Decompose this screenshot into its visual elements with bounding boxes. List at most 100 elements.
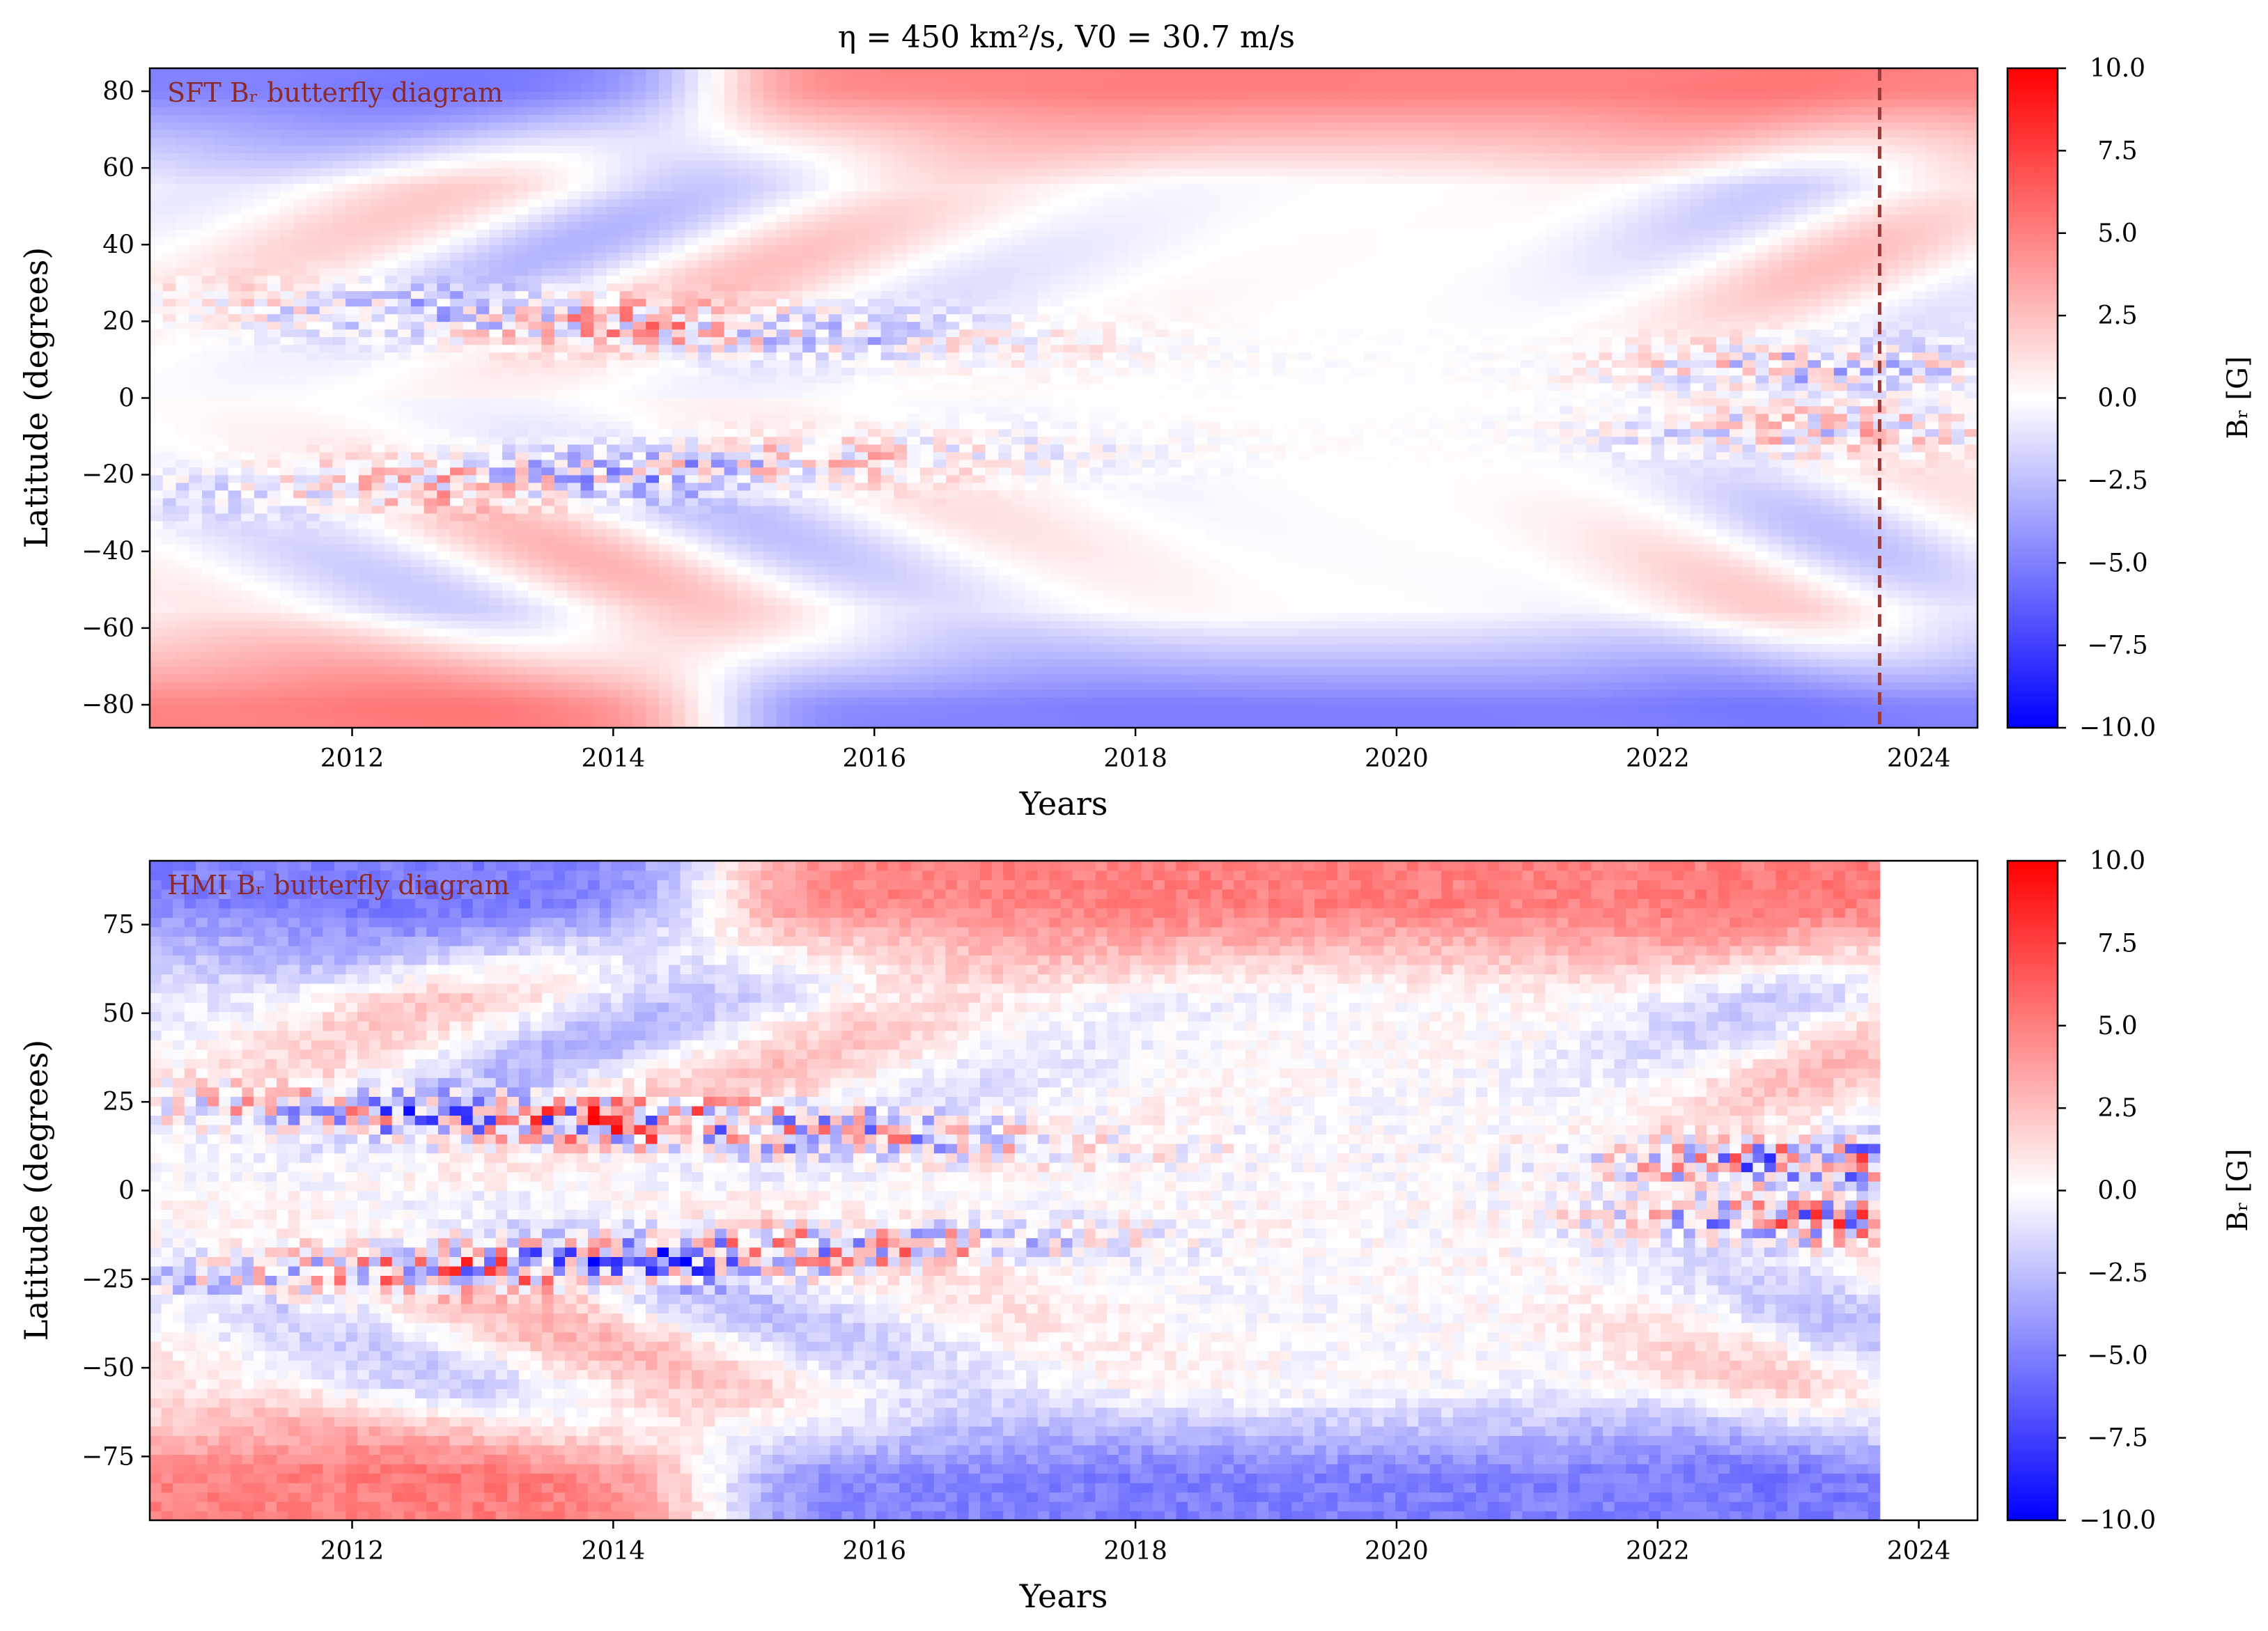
heatmap-cell: [529, 290, 543, 299]
heatmap-cell: [633, 490, 647, 499]
heatmap-cell: [802, 175, 816, 184]
heatmap-cell: [502, 643, 516, 652]
heatmap-cell: [711, 643, 725, 652]
heatmap-cell: [737, 283, 751, 291]
heatmap-cell: [894, 84, 908, 92]
heatmap-cell: [541, 567, 555, 575]
heatmap-cell: [280, 160, 294, 169]
heatmap-cell: [306, 490, 320, 499]
heatmap-cell: [372, 598, 386, 606]
heatmap-cell: [554, 336, 568, 345]
heatmap-cell: [489, 621, 503, 629]
heatmap-cell: [189, 513, 203, 522]
heatmap-cell: [816, 444, 830, 453]
heatmap-cell: [672, 666, 686, 675]
heatmap-cell: [202, 244, 216, 253]
heatmap-cell: [724, 705, 738, 713]
heatmap-cell: [332, 244, 346, 253]
heatmap-cell: [633, 313, 647, 322]
heatmap-cell: [254, 559, 268, 568]
heatmap-cell: [398, 437, 412, 445]
heatmap-cell: [202, 452, 216, 460]
heatmap-cell: [541, 398, 555, 407]
heatmap-cell: [424, 536, 438, 545]
heatmap-cell: [293, 414, 307, 422]
heatmap-cell: [241, 252, 255, 260]
heatmap-cell: [737, 321, 751, 329]
heatmap-cell: [202, 191, 216, 199]
heatmap-cell: [685, 697, 699, 705]
heatmap-cell: [345, 467, 359, 476]
heatmap-cell: [789, 321, 803, 329]
heatmap-cell: [607, 321, 621, 329]
heatmap-cell: [476, 122, 490, 130]
heatmap-cell: [593, 383, 607, 391]
heatmap-cell: [150, 375, 164, 384]
heatmap-cell: [150, 552, 164, 560]
heatmap-cell: [241, 329, 255, 337]
heatmap-cell: [541, 206, 555, 214]
heatmap-cell: [737, 682, 751, 690]
heatmap-cell: [398, 621, 412, 629]
heatmap-cell: [359, 145, 373, 153]
heatmap-cell: [463, 666, 477, 675]
heatmap-cell: [894, 643, 908, 652]
heatmap-cell: [254, 290, 268, 299]
heatmap-cell: [789, 252, 803, 260]
heatmap-cell: [385, 68, 398, 77]
heatmap-cell: [385, 613, 398, 621]
heatmap-cell: [163, 490, 177, 499]
heatmap-cell: [215, 605, 229, 614]
heatmap-cell: [620, 137, 634, 146]
heatmap-cell: [463, 198, 477, 207]
heatmap-cell: [450, 506, 464, 514]
heatmap-cell: [633, 122, 647, 130]
heatmap-cell: [685, 214, 699, 222]
heatmap-cell: [189, 191, 203, 199]
heatmap-cell: [633, 467, 647, 476]
heatmap-cell: [450, 582, 464, 591]
heatmap-cell: [189, 206, 203, 214]
heatmap-cell: [502, 421, 516, 430]
heatmap-cell: [777, 498, 791, 506]
heatmap-cell: [816, 368, 830, 376]
heatmap-cell: [659, 168, 673, 176]
heatmap-cell: [254, 198, 268, 207]
heatmap-cell: [816, 336, 830, 345]
heatmap-cell: [724, 329, 738, 337]
heatmap-cell: [816, 252, 830, 260]
heatmap-cell: [633, 237, 647, 245]
heatmap-cell: [163, 613, 177, 621]
heatmap-cell: [502, 682, 516, 690]
heatmap-cell: [176, 529, 190, 537]
heatmap-cell: [529, 153, 543, 161]
heatmap-cell: [215, 689, 229, 698]
heatmap-cell: [868, 168, 882, 176]
heatmap-cell: [385, 336, 398, 345]
heatmap-cell: [228, 68, 242, 77]
heatmap-cell: [254, 206, 268, 214]
heatmap-cell: [202, 613, 216, 621]
heatmap-cell: [633, 352, 647, 360]
heatmap-cell: [398, 275, 412, 283]
heatmap-cell: [463, 122, 477, 130]
heatmap-cell: [489, 590, 503, 598]
heatmap-cell: [176, 352, 190, 360]
heatmap-cell: [502, 582, 516, 591]
heatmap-cell: [437, 643, 451, 652]
heatmap-cell: [150, 521, 164, 529]
heatmap-cell: [489, 206, 503, 214]
heatmap-cell: [763, 321, 777, 329]
heatmap-cell: [372, 406, 386, 414]
heatmap-cell: [750, 229, 764, 237]
heatmap-cell: [515, 183, 529, 192]
heatmap-cell: [777, 244, 791, 253]
heatmap-cell: [581, 267, 595, 276]
heatmap-cell: [685, 267, 699, 276]
heatmap-cell: [502, 191, 516, 199]
heatmap-cell: [411, 344, 425, 352]
heatmap-cell: [607, 613, 621, 621]
heatmap-cell: [189, 498, 203, 506]
heatmap-cell: [881, 437, 895, 445]
heatmap-cell: [777, 175, 791, 184]
